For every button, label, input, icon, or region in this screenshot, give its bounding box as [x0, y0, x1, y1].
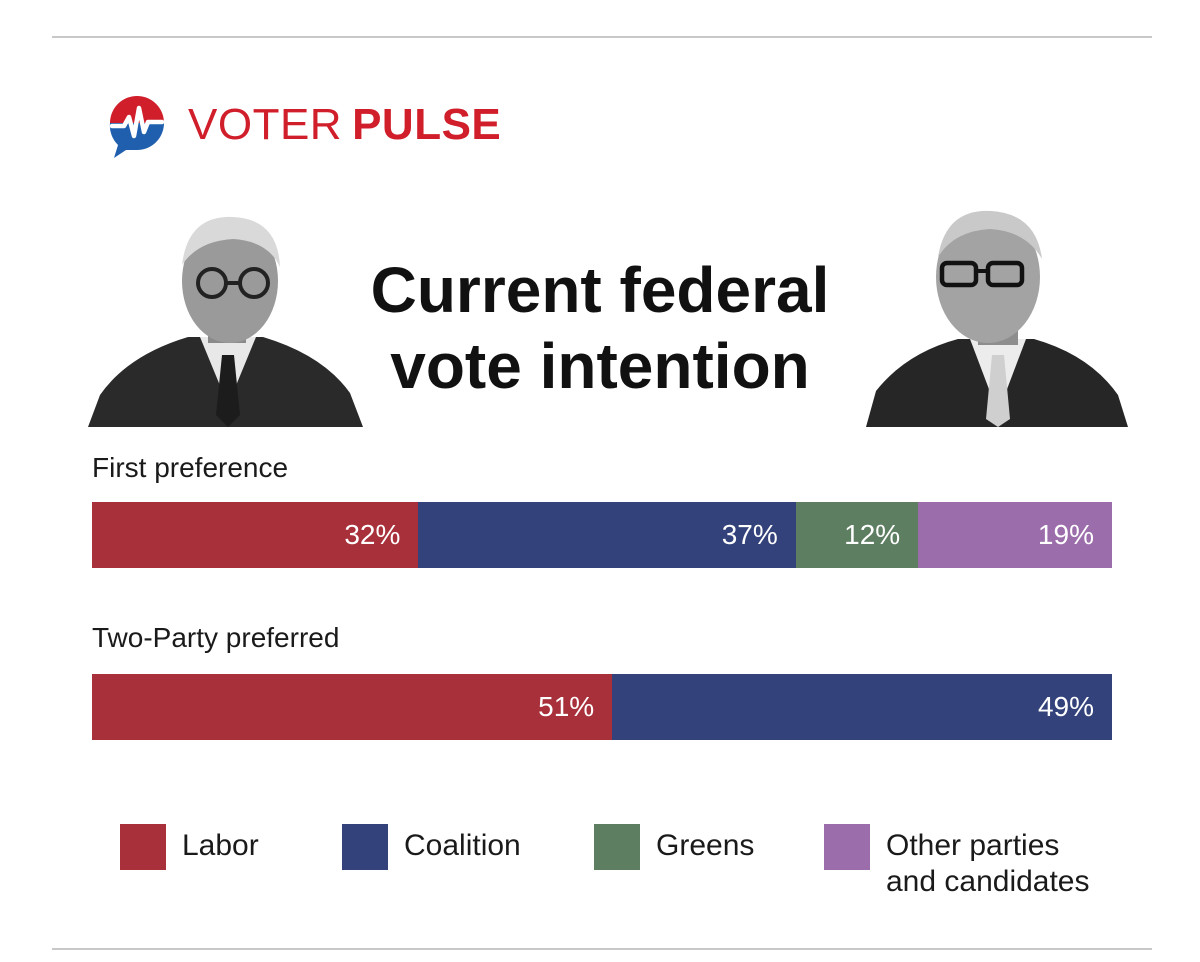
brand-name-part2: PULSE: [352, 100, 502, 149]
legend-label-coalition: Coalition: [404, 824, 521, 864]
bar-segment-labor-first-preference: 32%: [92, 502, 419, 568]
portrait-photo-right: [866, 205, 1128, 427]
legend-label-coalition-line1: Coalition: [404, 829, 521, 862]
legend-label-labor: Labor: [182, 824, 259, 864]
data-label: 19%: [1037, 519, 1094, 550]
legend-swatch-greens: [594, 824, 640, 870]
brand-logo: VOTER PULSE: [106, 92, 501, 158]
legend-label-other-line2: and candidates: [886, 865, 1090, 898]
category-label-first-preference: First preference: [92, 452, 289, 483]
data-label: 51%: [538, 691, 595, 722]
bar-segment-coalition-first-preference: 37%: [418, 502, 796, 568]
legend-item-greens: Greens: [594, 824, 754, 870]
legend-item-other: Other parties and candidates: [824, 824, 1090, 900]
bar-segment-greens-first-preference: 12%: [795, 502, 919, 568]
legend-label-other-line1: Other parties: [886, 829, 1060, 862]
legend-item-labor: Labor: [120, 824, 259, 870]
chart-title-line1: Current federal: [370, 254, 830, 326]
data-label: 37%: [721, 519, 778, 550]
stacked-bar-two-party-preferred: 51% 49%: [92, 674, 1112, 740]
bottom-divider: [52, 948, 1152, 950]
legend-swatch-other: [824, 824, 870, 870]
legend-label-labor-line1: Labor: [182, 829, 259, 862]
data-label: 12%: [844, 519, 901, 550]
bar-segment-other-parties-and-candidates-first-preference: 19%: [918, 502, 1112, 568]
legend-label-greens-line1: Greens: [656, 829, 755, 862]
stacked-bar-first-preference: 32% 37% 12% 19%: [92, 502, 1112, 568]
bar-segment-coalition-two-party-preferred: 49%: [612, 674, 1112, 740]
portrait-photo-left: [88, 205, 363, 427]
chart-title: Current federal vote intention: [330, 252, 870, 404]
category-label-two-party-preferred: Two-Party preferred: [92, 622, 340, 653]
brand-name: VOTER PULSE: [188, 100, 501, 150]
brand-name-part1: VOTER: [188, 100, 343, 149]
data-label: 32%: [344, 519, 401, 550]
legend-label-other: Other parties and candidates: [886, 824, 1090, 900]
heartbeat-speech-bubble-icon: [109, 96, 165, 158]
data-label: 49%: [1037, 691, 1094, 722]
legend-item-coalition: Coalition: [342, 824, 521, 870]
legend-swatch-coalition: [342, 824, 388, 870]
top-divider: [52, 36, 1152, 38]
bar-segment-labor-two-party-preferred: 51%: [92, 674, 613, 740]
legend-label-greens: Greens: [656, 824, 754, 864]
chart-title-line2: vote intention: [390, 330, 810, 402]
legend-swatch-labor: [120, 824, 166, 870]
